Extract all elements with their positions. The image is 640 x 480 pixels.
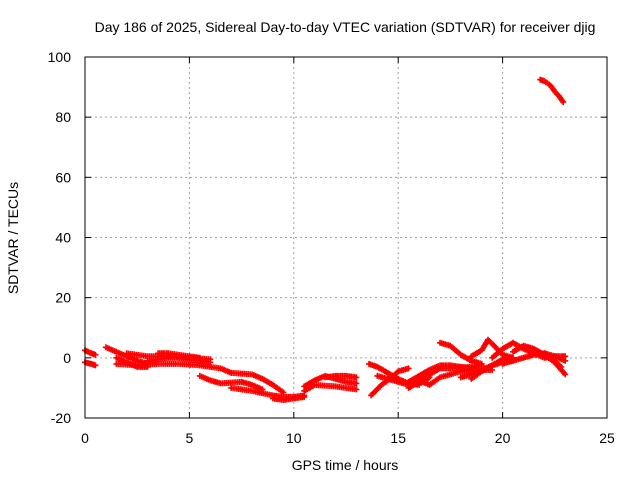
data-track [322, 372, 360, 381]
data-track [155, 350, 203, 361]
data-track [82, 359, 99, 369]
y-tick-label: 20 [55, 290, 71, 306]
data-point-markers [269, 393, 308, 403]
data-point-markers [228, 369, 287, 396]
data-series [82, 76, 569, 403]
data-point-markers [196, 372, 266, 393]
y-tick-label: -20 [51, 410, 71, 426]
data-track [405, 362, 485, 391]
data-track [113, 360, 235, 376]
x-tick-label: 0 [81, 430, 89, 446]
data-point-markers [541, 350, 565, 370]
data-track [196, 372, 266, 393]
y-tick-label: 40 [55, 230, 71, 246]
data-point-markers [437, 339, 485, 367]
x-tick-label: 20 [495, 430, 511, 446]
data-point-markers [322, 372, 360, 381]
data-point-markers [537, 76, 567, 106]
data-point-markers [155, 350, 203, 361]
data-track [437, 339, 485, 367]
data-track [541, 350, 565, 370]
data-track [269, 393, 308, 403]
x-tick-label: 25 [599, 430, 615, 446]
x-tick-label: 15 [390, 430, 406, 446]
data-point-markers [405, 362, 485, 391]
data-track [537, 76, 567, 106]
x-tick-label: 10 [286, 430, 302, 446]
chart-title: Day 186 of 2025, Sidereal Day-to-day VTE… [95, 19, 596, 35]
axis-ticks: 0 5 10 15 20 25 -20 0 20 40 60 80 100 [48, 49, 615, 446]
y-tick-label: 0 [63, 350, 71, 366]
data-point-markers [301, 381, 360, 394]
data-track [82, 347, 99, 358]
data-track [301, 381, 360, 394]
y-tick-label: 100 [48, 49, 72, 65]
y-tick-label: 80 [55, 109, 71, 125]
y-axis-label: SDTVAR / TECUs [5, 182, 21, 294]
data-point-markers [113, 360, 235, 376]
data-point-markers [82, 359, 99, 369]
x-tick-label: 5 [186, 430, 194, 446]
data-point-markers [82, 347, 99, 358]
x-axis-label: GPS time / hours [292, 457, 399, 473]
y-tick-label: 60 [55, 169, 71, 185]
data-track [228, 369, 287, 396]
